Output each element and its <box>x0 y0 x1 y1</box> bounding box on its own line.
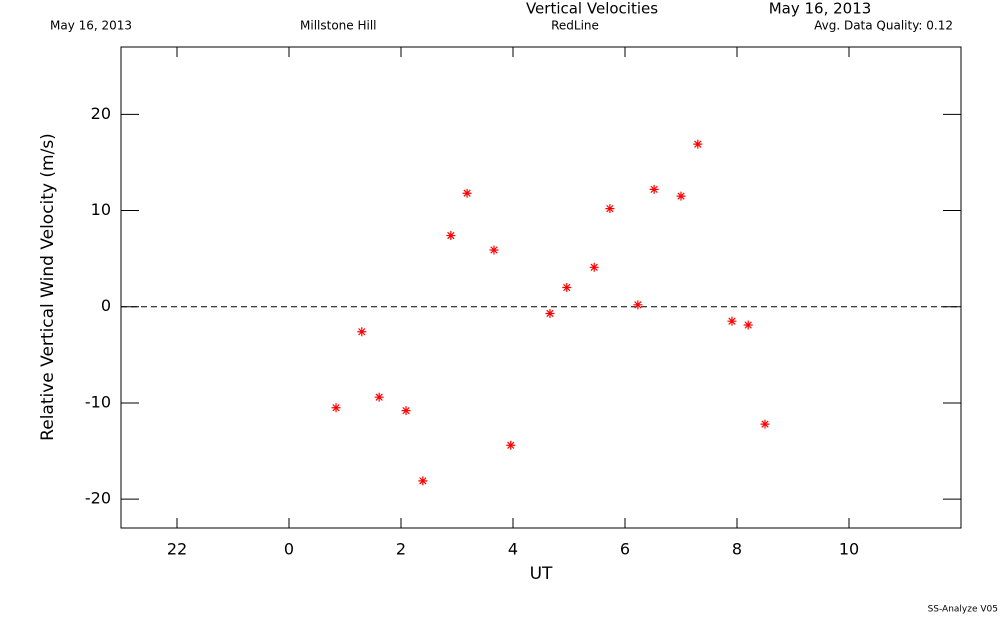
y-axis-label: Relative Vertical Wind Velocity (m/s) <box>38 133 58 441</box>
footer: SS-Analyze V05 <box>928 605 998 615</box>
data-point <box>605 204 615 214</box>
data-point <box>401 406 411 416</box>
data-quality: Avg. Data Quality: 0.12 <box>814 19 953 33</box>
data-point <box>331 403 341 413</box>
x-tick-label: 10 <box>839 540 859 559</box>
data-point <box>760 419 770 429</box>
data-point <box>727 316 737 326</box>
x-tick-label: 6 <box>620 540 630 559</box>
x-tick-label: 8 <box>732 540 742 559</box>
data-point <box>676 191 686 201</box>
data-point <box>446 231 456 241</box>
date-left: May 16, 2013 <box>50 19 132 33</box>
data-point <box>357 327 367 337</box>
data-point <box>374 392 384 402</box>
y-tick-label: -10 <box>85 392 111 411</box>
y-tick-label: -20 <box>85 489 111 508</box>
y-tick-label: 10 <box>91 200 111 219</box>
data-point <box>562 283 572 292</box>
date-right: May 16, 2013 <box>769 0 872 18</box>
x-tick-label: 4 <box>508 540 518 559</box>
filter: RedLine <box>551 19 599 33</box>
x-tick-label: 2 <box>396 540 406 559</box>
chart-title: Vertical Velocities <box>526 0 658 18</box>
data-point <box>743 320 753 330</box>
x-axis-label: UT <box>530 564 553 584</box>
y-tick-label: 0 <box>101 296 111 315</box>
y-tick-label: 20 <box>91 104 111 123</box>
data-point <box>693 139 703 149</box>
data-point <box>545 308 555 318</box>
data-point <box>418 476 428 486</box>
data-point <box>506 440 516 450</box>
x-tick-label: 0 <box>284 540 294 559</box>
site: Millstone Hill <box>300 19 376 33</box>
x-tick-label: 22 <box>167 540 187 559</box>
plot-frame <box>120 46 962 529</box>
data-point <box>633 300 643 310</box>
data-point <box>649 184 659 194</box>
data-point <box>462 188 472 198</box>
data-point <box>489 245 499 255</box>
data-point <box>589 262 599 272</box>
